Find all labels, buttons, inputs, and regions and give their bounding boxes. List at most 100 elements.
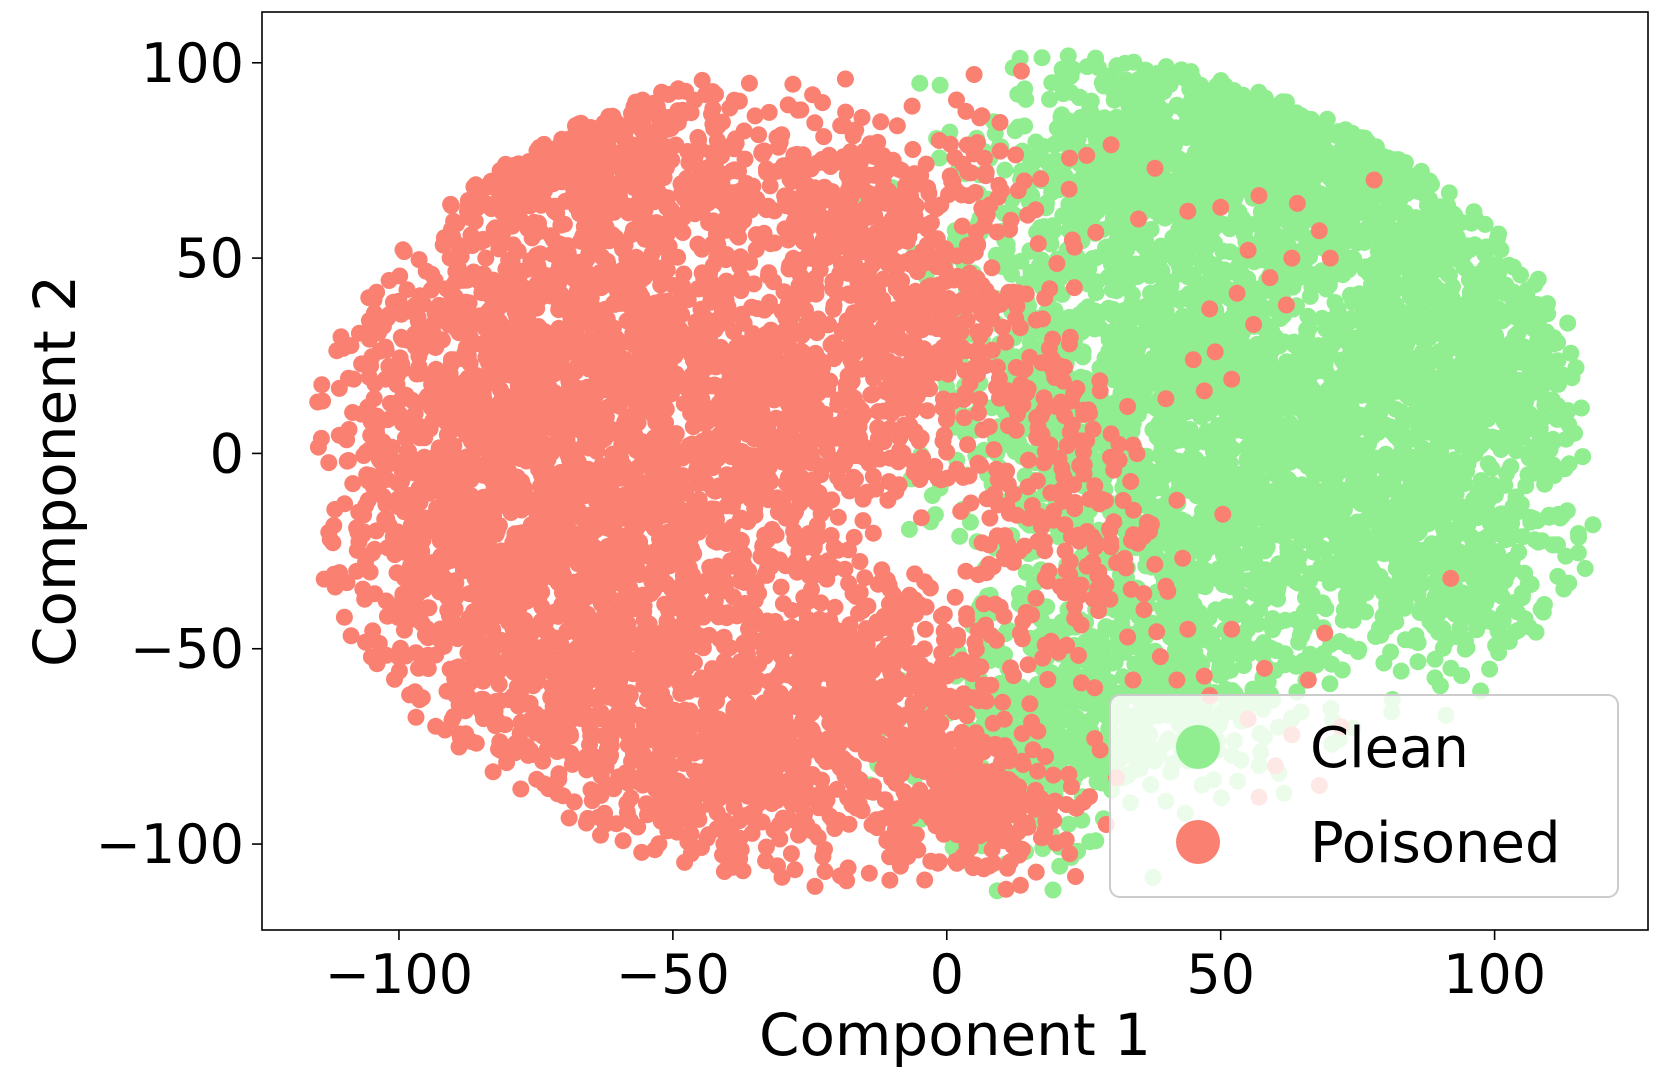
data-point [1105,267,1123,285]
data-point [1348,234,1366,252]
data-point [1279,470,1297,488]
data-point [1142,118,1160,136]
data-point [1401,180,1419,198]
data-point [1296,383,1314,400]
data-point [1442,530,1460,548]
data-point [1116,148,1134,166]
data-point [1195,250,1213,268]
data-point [1248,335,1266,353]
data-point [1523,449,1541,467]
data-point [1220,394,1237,412]
data-point [1180,187,1198,205]
data-point [1079,113,1096,130]
data-point [1283,221,1301,239]
data-point [1409,653,1427,671]
data-point [1559,402,1577,420]
data-point [1256,142,1273,160]
data-point [1148,428,1166,446]
data-point [1195,127,1213,145]
data-point [1178,66,1196,84]
data-point [1381,206,1398,224]
data-point [1337,216,1355,234]
data-point [1222,661,1240,679]
data-point [1263,412,1280,430]
data-point [1371,338,1388,356]
data-point [1414,344,1432,362]
data-point [1336,481,1354,499]
data-point [1043,74,1061,92]
data-point [1209,570,1227,588]
data-point [1152,479,1170,497]
data-point [1374,607,1392,625]
data-point [1218,411,1236,429]
data-point [1348,537,1366,555]
data-point [1477,238,1495,256]
data-point [1529,310,1547,328]
data-point [1351,348,1369,366]
data-point [926,506,944,524]
data-point [1396,381,1413,399]
data-point [1059,47,1077,65]
data-point [1485,546,1503,564]
data-point [1168,241,1186,259]
data-point [1529,436,1547,454]
data-point [1268,211,1286,229]
data-point [1485,400,1503,418]
data-point [1396,434,1414,452]
data-point [1108,182,1126,200]
data-point [1364,496,1382,514]
data-point [1350,419,1368,437]
data-point [1539,295,1556,313]
data-point [1344,293,1362,311]
data-point [1246,573,1264,591]
data-point [1116,54,1134,72]
data-point [1118,71,1136,89]
data-point [1173,121,1191,139]
data-point [1489,301,1507,319]
data-point [1362,560,1380,577]
data-point [1361,383,1379,401]
data-point [1221,122,1239,140]
data-point [1337,562,1355,580]
data-point [1240,421,1258,439]
data-point [1515,338,1533,356]
data-point [1466,209,1484,227]
data-point [1122,128,1140,145]
data-point [1536,475,1554,493]
data-point [1519,466,1537,484]
data-point [1227,566,1245,583]
data-point [1121,227,1139,245]
data-point [1496,559,1514,577]
data-point [1311,234,1329,252]
data-point [1092,628,1110,646]
data-point [1129,268,1146,286]
data-point [1230,203,1248,221]
data-point [1270,140,1288,158]
data-point [1248,169,1265,187]
data-point [1417,224,1434,242]
data-point [1105,91,1123,109]
data-point [1321,561,1338,579]
data-point [1534,603,1552,621]
data-point [1091,319,1109,337]
data-point [1138,99,1156,116]
data-point [1054,62,1071,80]
data-point [1274,198,1292,216]
data-point [1114,308,1132,326]
data-point [1299,307,1317,325]
data-point [1359,206,1377,224]
data-point [1357,603,1375,621]
data-point [931,76,949,94]
data-point [1268,226,1286,244]
data-point [1398,275,1415,293]
data-point [1510,372,1528,389]
data-point [1258,531,1276,549]
data-point [1067,132,1085,150]
data-point [1335,382,1353,400]
data-point [1113,331,1131,349]
data-point [1500,633,1518,650]
data-point [1560,415,1578,433]
data-point [1363,275,1380,293]
data-point [1430,298,1448,316]
